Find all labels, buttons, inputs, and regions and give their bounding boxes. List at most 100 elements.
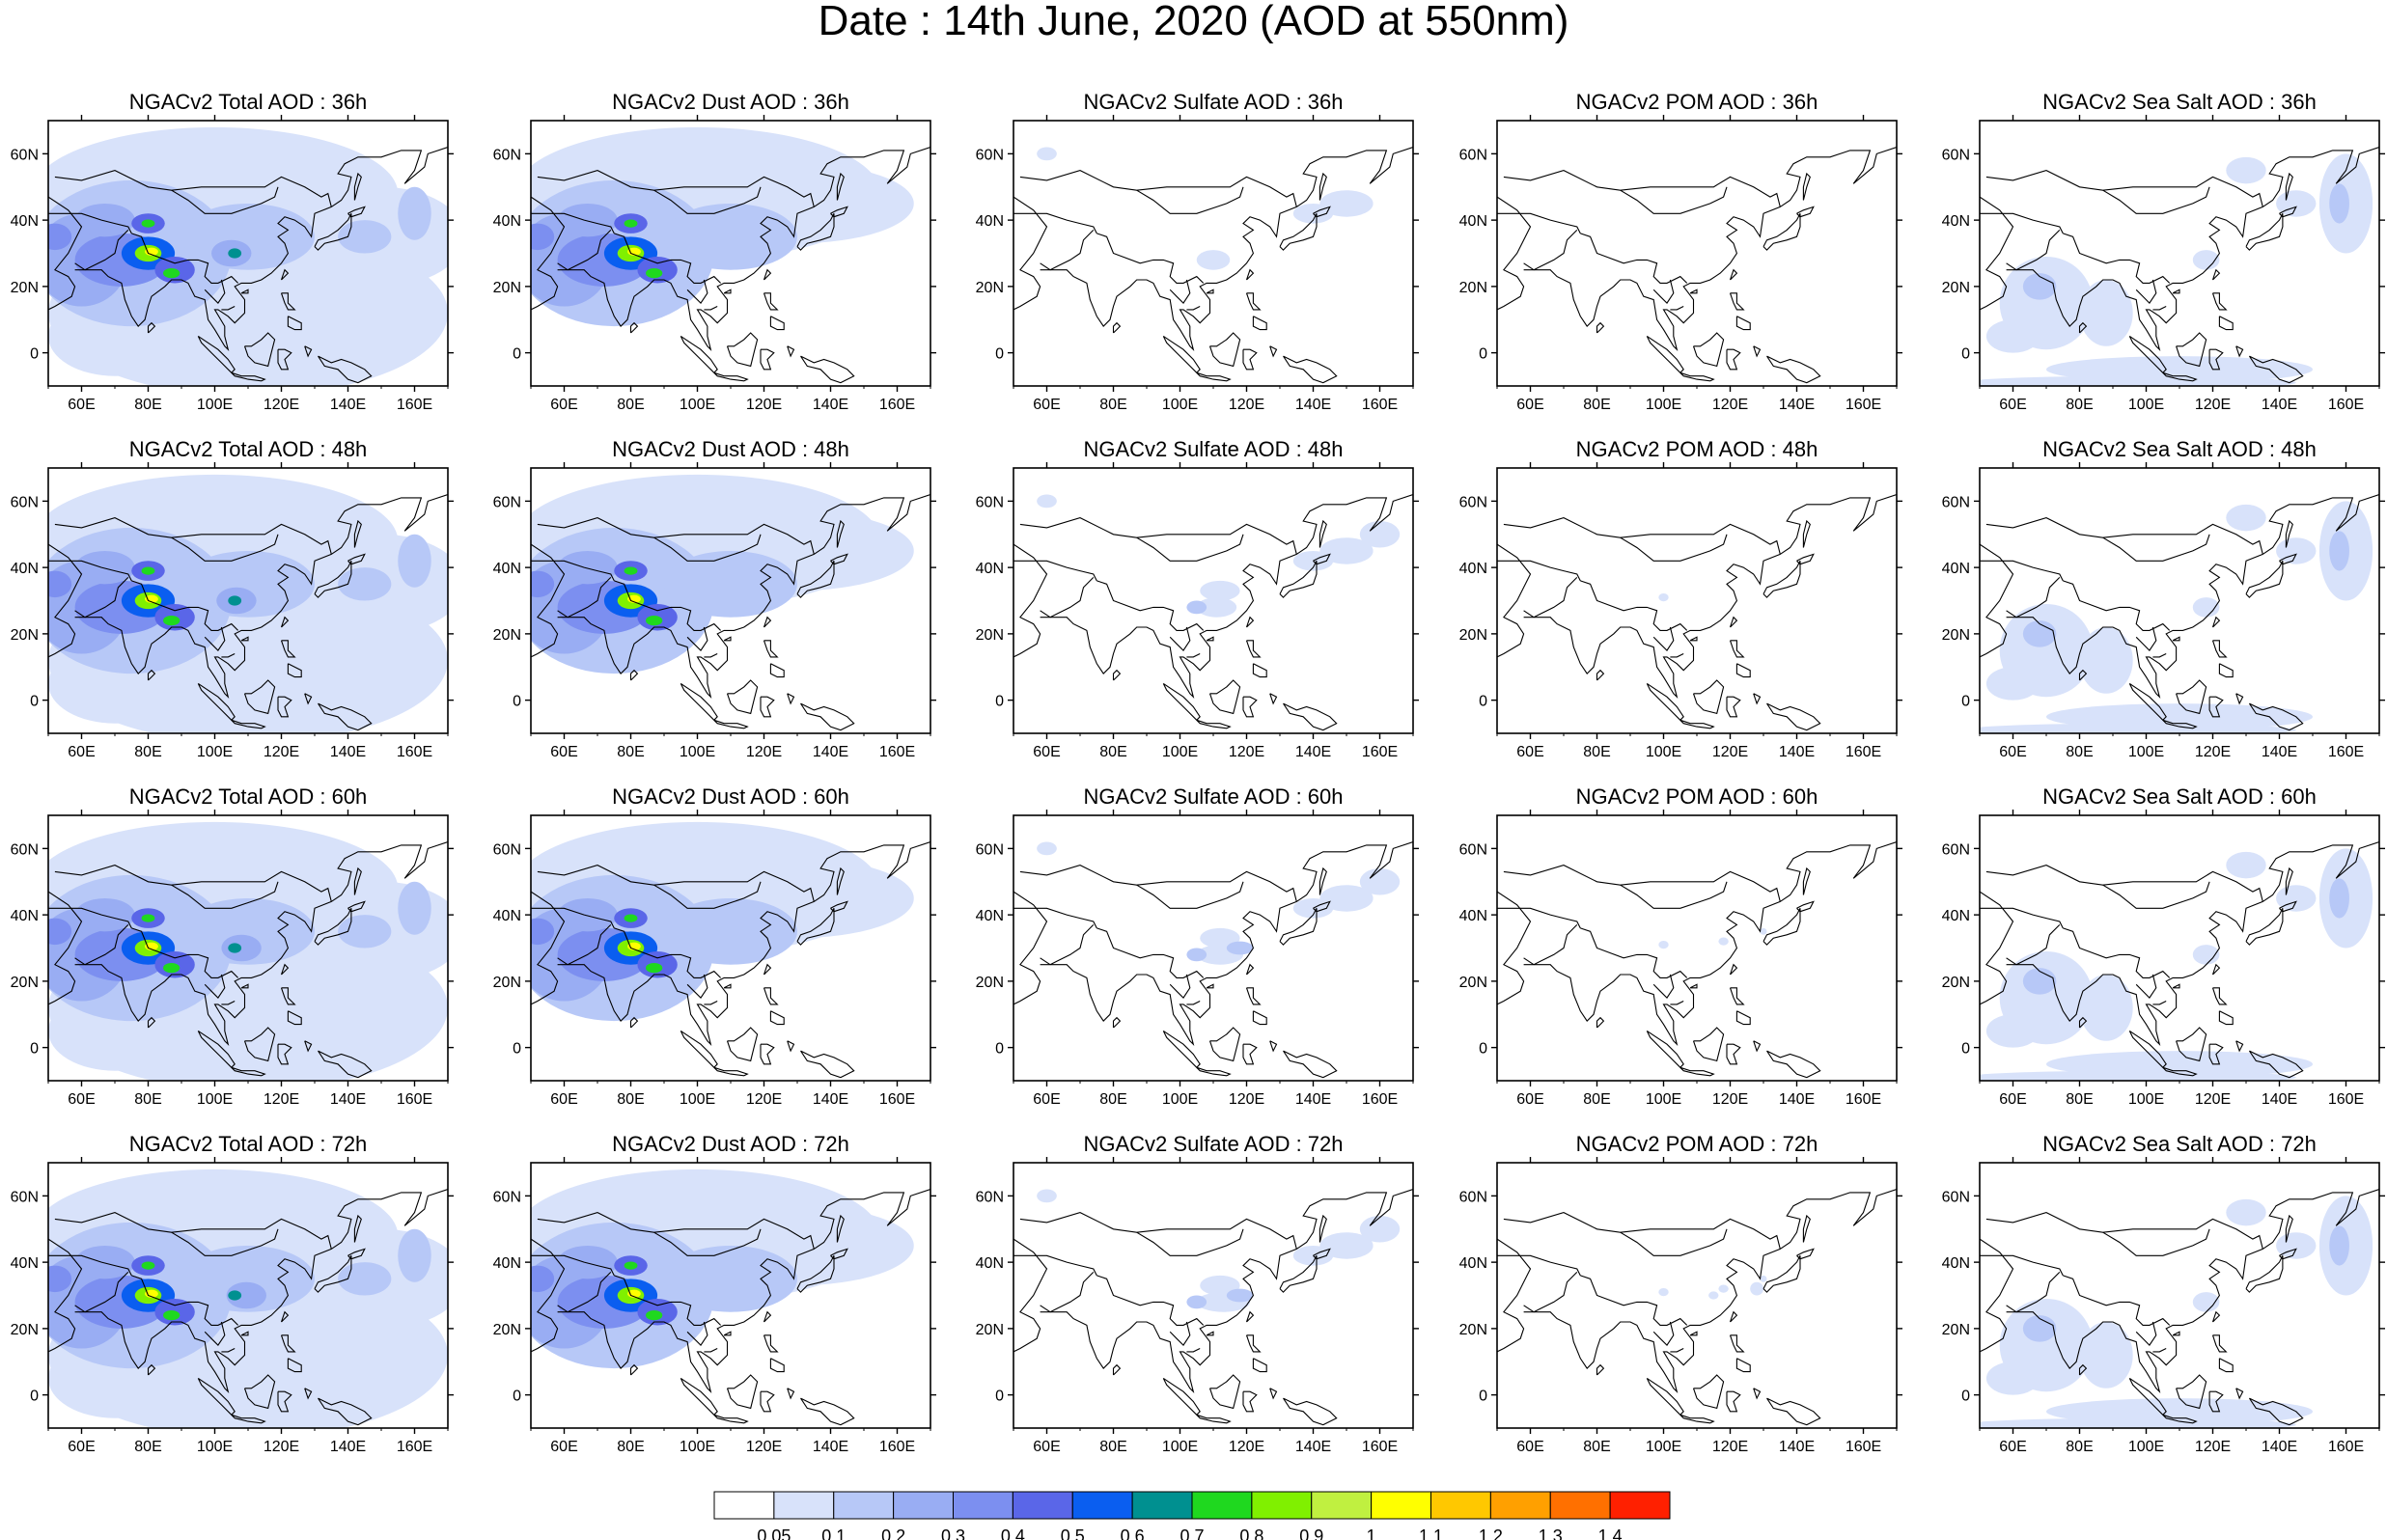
lon-tick-label: 100E (197, 1091, 233, 1108)
lat-tick-label: 40N (11, 561, 39, 577)
lon-tick-label: 140E (330, 1439, 366, 1455)
lon-axis: 60E 80E 100E 120E 140E 160E (1979, 462, 2380, 760)
lon-tick-label: 100E (1646, 1091, 1681, 1108)
lon-tick-label: 140E (1295, 397, 1331, 413)
lat-axis: 60N 40N 20N 0 (493, 1189, 936, 1405)
lon-tick-label: 80E (134, 1091, 161, 1108)
panel-title-pom-48h: NGACv2 POM AOD : 48h (1576, 437, 1818, 461)
map-panel-seasalt-48h: NGACv2 Sea Salt AOD : 48h 60E 80E 100E 120E 1… (1942, 437, 2385, 760)
panel-title-seasalt-36h: NGACv2 Sea Salt AOD : 36h (2042, 90, 2317, 114)
lon-tick-label: 140E (1779, 397, 1815, 413)
lat-tick-label: 20N (1942, 1322, 1970, 1338)
colorbar-label: 0.05 (757, 1526, 791, 1540)
lon-tick-label: 160E (1846, 744, 1881, 760)
lat-tick-label: 0 (995, 1041, 1004, 1058)
colorbar-swatch (1131, 1491, 1193, 1520)
lon-tick-label: 140E (1779, 1439, 1815, 1455)
map-panel-sulfate-48h: NGACv2 Sulfate AOD : 48h 60E 80E 100E 120E 14… (976, 437, 1419, 760)
map-panel-dust-72h: NGACv2 Dust AOD : 72h 60E 80E 100E 120E 140E 1… (493, 1132, 936, 1455)
lat-axis: 60N 40N 20N 0 (976, 147, 1419, 363)
lon-tick-label: 120E (2195, 397, 2231, 413)
lat-axis: 60N 40N 20N 0 (1942, 1189, 2385, 1405)
lon-axis: 60E 80E 100E 120E 140E 160E (1013, 810, 1414, 1108)
lat-tick-label: 60N (11, 147, 39, 163)
lon-tick-label: 160E (2328, 1439, 2364, 1455)
lon-tick-label: 140E (330, 744, 366, 760)
lon-tick-label: 60E (550, 744, 577, 760)
lon-tick-label: 80E (1099, 744, 1126, 760)
lat-tick-label: 40N (976, 1255, 1004, 1272)
lat-tick-label: 40N (1942, 213, 1970, 230)
lat-axis: 60N 40N 20N 0 (1942, 841, 2385, 1058)
aerosol-field (531, 126, 914, 327)
colorbar-label: 0.1 (821, 1526, 846, 1540)
lon-tick-label: 100E (1646, 744, 1681, 760)
lon-tick-label: 100E (680, 397, 715, 413)
lat-tick-label: 40N (11, 213, 39, 230)
lon-tick-label: 160E (1846, 1091, 1881, 1108)
aerosol-field (1037, 147, 1374, 270)
lat-tick-label: 60N (1942, 494, 1970, 510)
lon-tick-label: 60E (1999, 397, 2026, 413)
lon-tick-label: 100E (197, 744, 233, 760)
aerosol-field (531, 821, 914, 1022)
lat-axis: 60N 40N 20N 0 (493, 841, 936, 1058)
lon-tick-label: 120E (1712, 744, 1748, 760)
lon-tick-label: 140E (330, 397, 366, 413)
colorbar-swatch (1191, 1491, 1253, 1520)
lat-axis: 60N 40N 20N 0 (1459, 1189, 1902, 1405)
aerosol-field (1658, 1275, 1767, 1300)
colorbar-swatch (1012, 1491, 1073, 1520)
lon-tick-label: 80E (2066, 1091, 2093, 1108)
colorbar-label: 0.7 (1180, 1526, 1204, 1540)
map-panel-dust-60h: NGACv2 Dust AOD : 60h 60E 80E 100E 120E 140E 1… (493, 784, 936, 1108)
lat-tick-label: 20N (976, 627, 1004, 644)
lon-tick-label: 140E (1295, 1439, 1331, 1455)
lon-tick-label: 160E (879, 1091, 915, 1108)
lat-tick-label: 40N (493, 908, 521, 924)
panel-title-pom-60h: NGACv2 POM AOD : 60h (1576, 784, 1818, 809)
lat-tick-label: 60N (493, 1189, 521, 1205)
colorbar-swatch (713, 1491, 775, 1520)
lon-axis: 60E 80E 100E 120E 140E 160E (530, 1157, 931, 1455)
coastlines (48, 146, 448, 384)
lat-tick-label: 0 (30, 1389, 39, 1405)
lon-tick-label: 140E (2262, 1091, 2297, 1108)
lon-tick-label: 160E (397, 744, 432, 760)
lon-axis: 60E 80E 100E 120E 140E 160E (530, 115, 931, 413)
colorbar-swatch (1071, 1491, 1133, 1520)
lon-tick-label: 100E (2128, 1091, 2164, 1108)
lat-axis: 60N 40N 20N 0 (1459, 841, 1902, 1058)
lat-tick-label: 20N (11, 627, 39, 644)
lon-tick-label: 60E (68, 1439, 95, 1455)
lat-axis: 60N 40N 20N 0 (11, 494, 454, 710)
lat-tick-label: 0 (995, 1389, 1004, 1405)
map-panel-total-72h: NGACv2 Total AOD : 72h 60E 80E 100E 120E 140E… (11, 1132, 454, 1455)
aerosol-field (1658, 927, 1767, 949)
aerosol-field (1658, 592, 1669, 602)
colorbar-swatch (1609, 1491, 1671, 1520)
lat-tick-label: 60N (1942, 841, 1970, 858)
coastlines (1497, 146, 1897, 384)
lat-tick-label: 0 (1479, 1389, 1487, 1405)
lon-tick-label: 160E (1846, 397, 1881, 413)
lon-tick-label: 160E (879, 1439, 915, 1455)
coastlines (1013, 840, 1413, 1079)
lon-tick-label: 100E (2128, 397, 2164, 413)
colorbar-swatch (1311, 1491, 1373, 1520)
lat-axis: 60N 40N 20N 0 (976, 494, 1419, 710)
lat-tick-label: 0 (1961, 346, 1970, 363)
aerosol-field (1980, 1196, 2373, 1428)
lon-tick-label: 100E (680, 1091, 715, 1108)
lon-tick-label: 140E (1779, 1091, 1815, 1108)
lon-tick-label: 120E (1229, 1439, 1264, 1455)
lon-tick-label: 80E (617, 1439, 644, 1455)
lon-tick-label: 120E (2195, 1439, 2231, 1455)
lat-tick-label: 60N (11, 841, 39, 858)
lon-tick-label: 160E (2328, 397, 2364, 413)
lon-tick-label: 120E (746, 744, 782, 760)
lat-tick-label: 0 (30, 694, 39, 710)
lat-tick-label: 40N (976, 908, 1004, 924)
colorbar-label: 1.4 (1598, 1526, 1623, 1540)
lat-tick-label: 60N (493, 147, 521, 163)
